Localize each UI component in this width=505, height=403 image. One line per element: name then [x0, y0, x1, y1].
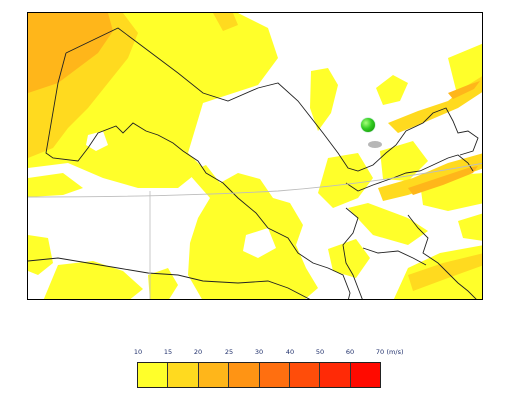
- legend-swatch: [168, 363, 199, 387]
- color-scale-legend: [137, 362, 381, 388]
- legend-tick: 15: [163, 348, 173, 356]
- legend-unit: (m/s): [386, 348, 404, 356]
- wind-speed-map: [27, 12, 483, 300]
- legend-tick: 20: [193, 348, 203, 356]
- legend-tick: 25: [224, 348, 234, 356]
- legend-swatch: [259, 363, 290, 387]
- legend-swatch: [198, 363, 230, 387]
- legend-swatch: [138, 363, 169, 387]
- legend-swatch: [289, 363, 321, 387]
- legend-tick: 60: [345, 348, 355, 356]
- legend-tick: 30: [254, 348, 264, 356]
- map-canvas: [28, 13, 482, 299]
- wind-band-20-25: [28, 13, 480, 195]
- legend-swatch: [229, 363, 260, 387]
- legend-swatch: [350, 363, 380, 387]
- marker-shadow: [368, 141, 382, 148]
- legend-tick: 70: [375, 348, 385, 356]
- legend-tick: 50: [315, 348, 325, 356]
- green-pin-icon[interactable]: [361, 118, 375, 132]
- legend-tick: 40: [285, 348, 295, 356]
- calm-areas: [86, 131, 276, 258]
- legend-swatch: [320, 363, 351, 387]
- legend-ticks: 10 15 20 25 30 40 50 60 70 (m/s): [120, 348, 404, 362]
- legend-tick: 10: [133, 348, 143, 356]
- country-borders: [28, 27, 479, 299]
- latitude-line: [28, 162, 482, 198]
